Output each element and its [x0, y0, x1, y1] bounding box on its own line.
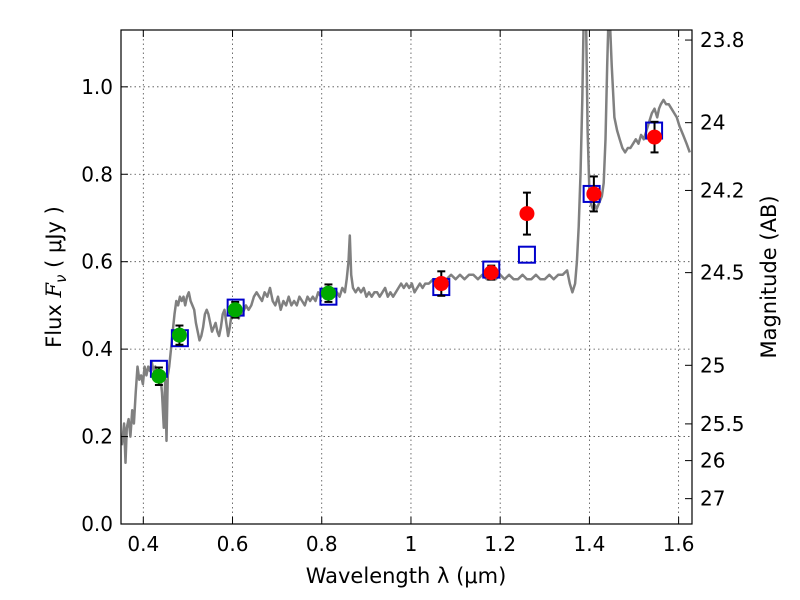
spectrum-line	[121, 30, 691, 465]
plot-background	[121, 30, 692, 524]
observed-flux-point	[647, 129, 663, 145]
observed-flux-point	[483, 265, 499, 281]
x-tick-label: 0.8	[306, 532, 338, 556]
y-axis-label-unit: ( μJy )	[42, 206, 66, 274]
y-axis-label-subscript: ν	[52, 275, 70, 283]
y-tick-label: 0.2	[81, 425, 113, 449]
observed-flux-point	[433, 276, 449, 292]
right-tick-label: 24	[700, 111, 725, 135]
observed-flux-point	[151, 368, 167, 384]
y-tick-label: 1.0	[81, 75, 113, 99]
observed-flux-point	[171, 327, 187, 343]
x-tick-label: 1.6	[663, 532, 695, 556]
right-tick-label: 25	[700, 353, 725, 377]
x-tick-label: 1.2	[484, 532, 516, 556]
right-tick-label: 25.5	[700, 412, 745, 436]
ticks: 0.4 0.6 0.8 1 1.2 1.4 1.6 0.0 0.2 0.4 0.6 0.8 1.0 23.…	[81, 28, 744, 556]
right-axis-label: Magnitude (AB)	[757, 195, 781, 358]
y-axis-label-symbol: F	[42, 282, 66, 299]
x-tick-label: 1	[405, 532, 418, 556]
right-tick-label: 23.8	[700, 28, 745, 52]
right-tick-label: 27	[700, 487, 725, 511]
x-tick-label: 0.4	[127, 532, 159, 556]
observed-flux-point	[227, 302, 243, 318]
model-photometry-square	[517, 245, 536, 264]
right-tick-label: 26	[700, 449, 725, 473]
data-layer	[121, 30, 691, 465]
x-axis-label: Wavelength λ (μm)	[306, 564, 507, 588]
right-tick-label: 24.5	[700, 261, 745, 285]
y-tick-label: 0.4	[81, 337, 113, 361]
y-axis-label-prefix: Flux	[42, 298, 66, 348]
y-tick-label: 0.6	[81, 250, 113, 274]
x-tick-label: 0.6	[217, 532, 249, 556]
observed-flux-point	[320, 285, 336, 301]
y-axis-label: Flux Fν ( μJy )	[42, 206, 70, 348]
x-tick-label: 1.4	[573, 532, 605, 556]
observed-flux-point	[586, 186, 602, 202]
observed-flux-point	[519, 206, 535, 222]
y-tick-label: 0.8	[81, 162, 113, 186]
right-tick-label: 24.2	[700, 178, 745, 202]
plot-frame	[120, 29, 693, 525]
y-tick-label: 0.0	[81, 512, 113, 536]
